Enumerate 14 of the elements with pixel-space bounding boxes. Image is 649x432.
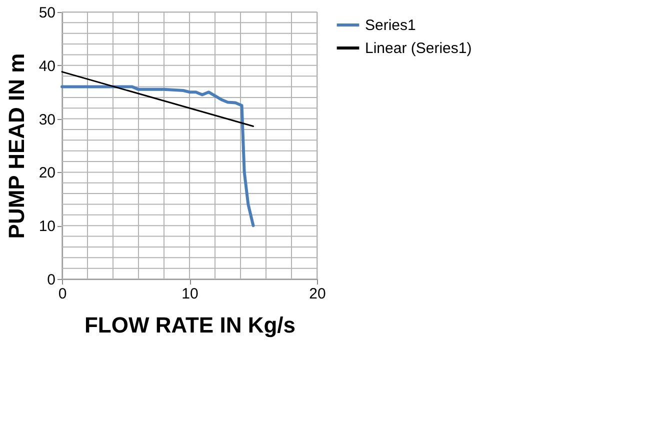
y-tick-label: 20 (38, 164, 56, 182)
y-tick-label: 0 (47, 272, 56, 288)
y-tick-label: 50 (38, 4, 56, 22)
x-tick-label: 20 (309, 286, 326, 302)
y-tick-label: 10 (38, 218, 56, 236)
legend-label: Series1 (365, 17, 416, 34)
legend-label: Linear (Series1) (365, 40, 472, 57)
x-axis-title: FLOW RATE IN Kg/s (84, 312, 296, 338)
y-axis-title: PUMP HEAD IN m (4, 53, 29, 239)
y-tick-label: 40 (38, 58, 56, 75)
y-tick-label: 30 (38, 111, 56, 128)
x-tick-label: 0 (58, 286, 67, 302)
line-series (60, 85, 255, 228)
x-tick-label: 10 (182, 286, 198, 302)
